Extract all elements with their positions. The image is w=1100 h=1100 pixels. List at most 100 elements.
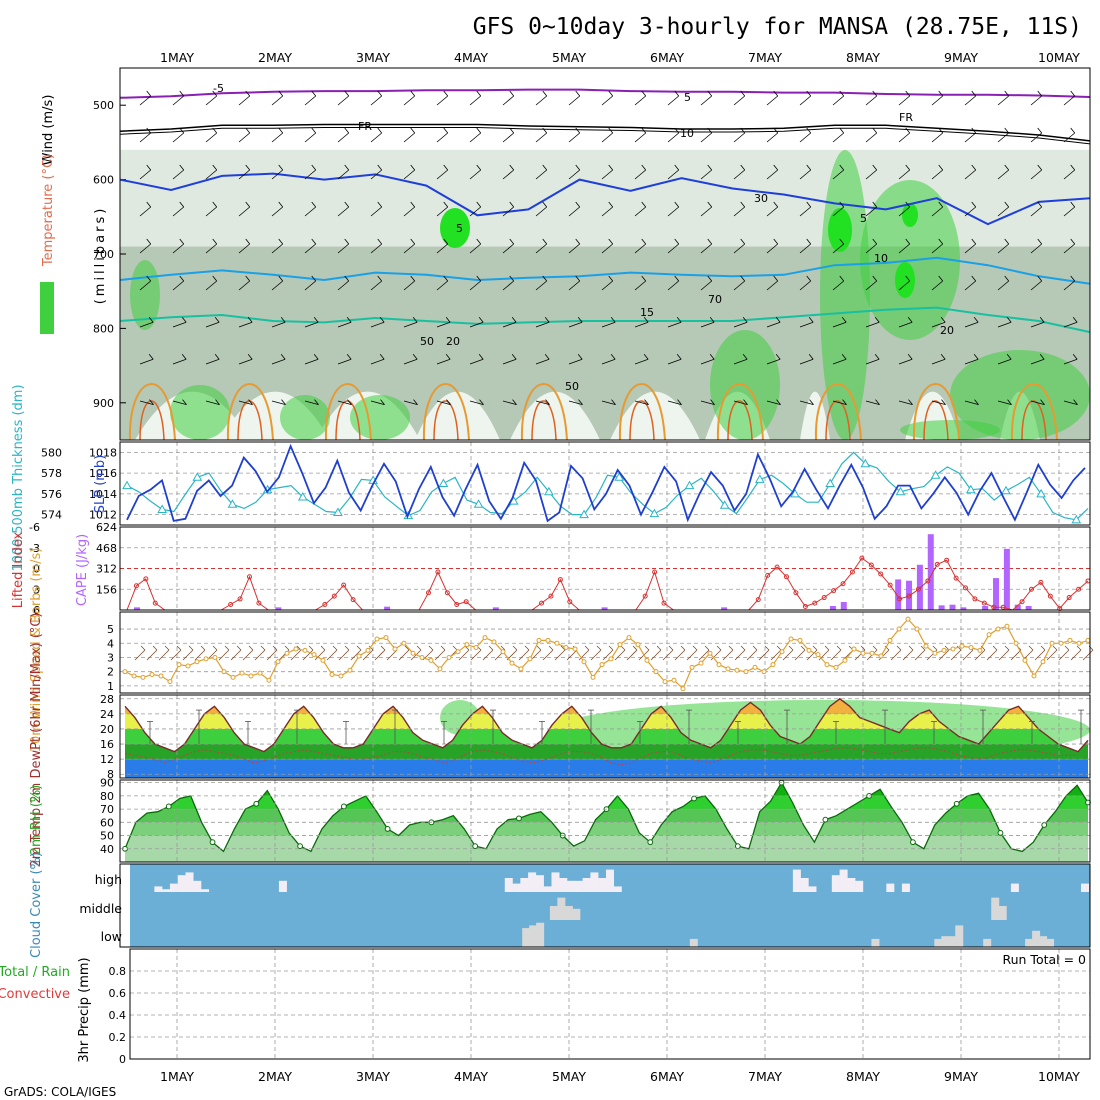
wind-10m-barb <box>950 649 962 661</box>
cloud-bar-low <box>1039 936 1048 947</box>
wind-barb-flag <box>641 201 647 208</box>
wind-barb-flag <box>740 238 746 245</box>
cloud-bar-middle <box>991 897 1000 920</box>
thickness-line <box>126 451 1089 521</box>
wind-10m-barb-flag <box>524 645 530 651</box>
wind-barb-flag <box>479 399 484 405</box>
wind-barb-flag <box>676 353 682 360</box>
wind-barb <box>931 358 946 365</box>
wind-barb <box>964 206 976 217</box>
wind-barb-flag <box>509 275 515 282</box>
li-marker <box>567 599 573 605</box>
rh-saturated-patch <box>895 262 915 298</box>
wind-10m-barb <box>626 649 638 661</box>
cloud-bar-high <box>169 883 178 892</box>
wind-barb <box>997 132 1009 143</box>
wind-barb <box>1063 95 1075 106</box>
wind-barb <box>370 321 385 328</box>
wind-barb <box>601 321 616 328</box>
cloud-bar-high <box>886 883 895 892</box>
wind-10m-barb <box>386 649 398 661</box>
wind-10m-barb <box>350 649 362 661</box>
wind-barb <box>997 358 1012 365</box>
wind-10m-barb-flag <box>1040 645 1046 651</box>
wind-10m-barb-flag <box>884 645 890 651</box>
cape-bar <box>993 578 1000 610</box>
wind-speed-marker <box>878 653 884 659</box>
cloud-ylabel: Cloud Cover (%) <box>29 852 44 958</box>
cloud-bar-low <box>941 936 950 947</box>
wind-10m-barb <box>818 649 830 661</box>
cape-frame <box>119 526 1091 611</box>
slp-frame <box>119 441 1091 526</box>
wind-10m-barb-flag <box>908 645 914 651</box>
wind-barb <box>436 280 448 291</box>
wind-barb <box>205 321 220 328</box>
cloud-bar-middle <box>564 906 573 920</box>
wind-barb <box>1030 280 1042 291</box>
wind-barb-flag <box>1037 201 1043 208</box>
wind-barb-flag <box>1070 127 1076 134</box>
wind-barb-flag <box>281 399 286 405</box>
li-marker <box>963 585 969 591</box>
wind-barb <box>436 132 448 143</box>
wind-barb-flag <box>245 275 251 282</box>
wind-barb-flag <box>709 316 715 323</box>
wind-barb-flag <box>245 238 251 245</box>
wind-10m-barb <box>434 649 446 661</box>
wind-barb <box>403 321 418 328</box>
wind-10m-barb <box>398 649 410 661</box>
slp-ytick-label: 1014 <box>89 488 117 501</box>
wind-barb-flag <box>841 316 847 323</box>
wind-barb <box>931 132 943 143</box>
wind-barb <box>931 95 943 106</box>
wind-barb-flag <box>314 399 319 405</box>
contour-label: -5 <box>213 82 224 95</box>
wind-barb-flag <box>313 316 319 323</box>
wind-barb <box>997 169 1009 180</box>
wind-10m-barb <box>290 649 302 661</box>
li-marker <box>868 562 874 568</box>
wind-barb-flag <box>641 90 647 97</box>
upper-ytick-label: 500 <box>93 99 114 112</box>
wind-barb <box>601 95 613 106</box>
wind-barb <box>700 169 712 180</box>
wind-barb-flag <box>740 127 746 134</box>
wind-barb <box>1063 132 1075 143</box>
wind-barb <box>865 132 877 143</box>
wind-speed-marker <box>482 635 488 641</box>
isotherm-25-loop <box>629 400 655 441</box>
wind-10m-barb <box>314 649 326 661</box>
wind-speed-marker <box>1049 640 1055 646</box>
cloud-bar-high <box>185 872 194 892</box>
wind-speed-marker <box>212 654 218 660</box>
wind-barb-flag <box>311 164 317 171</box>
thickness-marker <box>297 491 308 501</box>
rh-moist-patch <box>820 150 870 440</box>
thickness-marker <box>122 480 132 490</box>
wind-speed-marker <box>734 667 740 673</box>
cloud-bar-high <box>598 878 607 892</box>
wind-barb <box>997 321 1012 328</box>
wind-speed-marker <box>122 669 128 675</box>
wind-barb-flag <box>1007 399 1012 405</box>
wind-barb-flag <box>1004 127 1010 134</box>
wind-barb <box>535 280 547 291</box>
wind-barb <box>964 169 976 180</box>
date-label-bottom: 7MAY <box>748 1069 782 1084</box>
wind-barb <box>304 132 316 143</box>
rh-dry-pocket <box>800 391 830 440</box>
wind-barb-flag <box>445 316 451 323</box>
wind-ytick-label: 4 <box>107 637 114 650</box>
wind-barb <box>832 358 847 365</box>
li-marker <box>981 600 987 606</box>
rh-moist-patch <box>280 395 330 440</box>
date-label-bottom: 5MAY <box>552 1069 586 1084</box>
wind-10m-barb-flag <box>488 645 494 651</box>
wind-barb-flag <box>478 353 484 360</box>
wind-10m-barb <box>578 649 590 661</box>
cape-bar <box>982 606 989 610</box>
wind-barb <box>1030 132 1042 143</box>
wind-barb <box>205 400 220 406</box>
wind-barb-flag <box>377 201 383 208</box>
